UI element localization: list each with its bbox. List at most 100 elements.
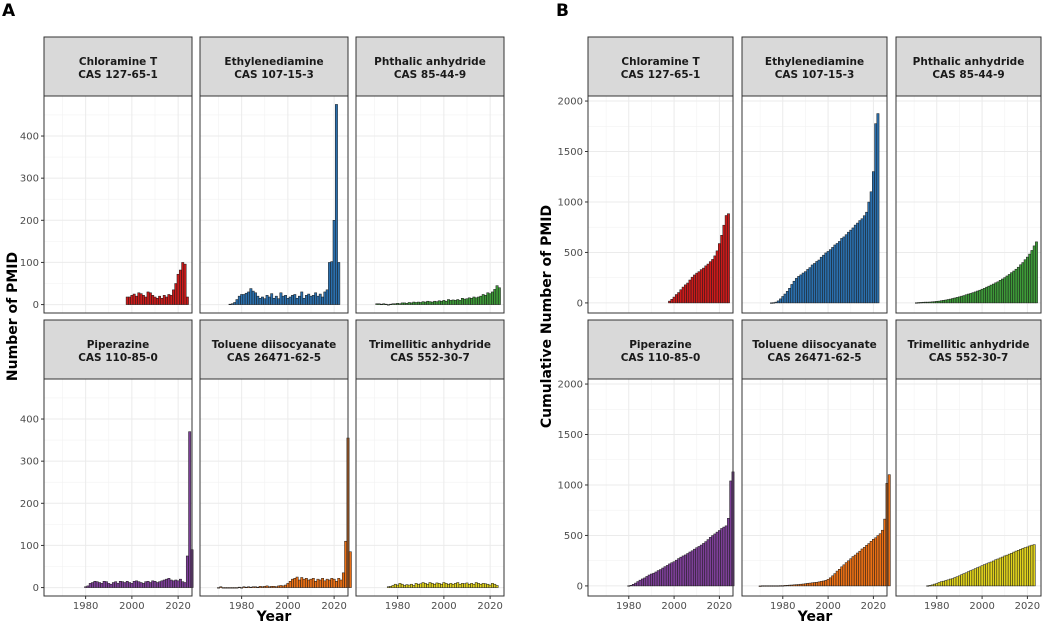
bar-ethylenediamine-1983 <box>788 288 791 304</box>
bar-trimellitic-anhydride-1986 <box>410 583 413 588</box>
y-tick-label: 500 <box>564 531 583 542</box>
bar-phthalic-anhydride-1990 <box>958 296 961 304</box>
bar-trimellitic-anhydride-1984 <box>944 580 948 587</box>
bar-ethylenediamine-2009 <box>307 293 311 305</box>
facet-title: Toluene diisocyanate <box>212 339 336 351</box>
bar-ethylenediamine-1993 <box>270 293 274 305</box>
panel-letter-a: A <box>2 1 16 21</box>
bar-phthalic-anhydride-2013 <box>472 296 476 305</box>
bar-chloramine-t-2004 <box>139 293 143 305</box>
bar-chloramine-t-2013 <box>160 298 164 305</box>
bar-toluene-diisocyanate-1983 <box>247 586 250 588</box>
bar-phthalic-anhydride-2004 <box>451 299 455 305</box>
bar-piperazine-2010 <box>695 547 699 587</box>
bar-chloramine-t-2003 <box>137 292 141 305</box>
bar-phthalic-anhydride-1997 <box>435 301 439 305</box>
bar-chloramine-t-2015 <box>706 263 710 304</box>
bar-phthalic-anhydride-2018 <box>1021 262 1025 304</box>
facet-title: Toluene diisocyanate <box>752 339 876 351</box>
bar-piperazine-2016 <box>708 537 712 587</box>
bar-piperazine-1984 <box>636 581 640 587</box>
bar-toluene-diisocyanate-2015 <box>321 578 324 588</box>
bar-phthalic-anhydride-1977 <box>389 303 393 306</box>
bar-piperazine-2008 <box>690 550 694 587</box>
y-tick-label: 0 <box>577 581 583 592</box>
bar-phthalic-anhydride-2005 <box>454 300 457 305</box>
bar-phthalic-anhydride-2024 <box>497 287 501 305</box>
bar-phthalic-anhydride-2018 <box>484 295 487 305</box>
facet-strip <box>199 319 349 380</box>
bar-trimellitic-anhydride-2002 <box>985 563 989 587</box>
bar-trimellitic-anhydride-2007 <box>458 583 462 588</box>
bar-toluene-diisocyanate-2022 <box>337 578 341 588</box>
bar-toluene-diisocyanate-2024 <box>881 529 884 587</box>
bar-piperazine-1989 <box>105 581 108 588</box>
bar-piperazine-2008 <box>148 582 152 588</box>
bar-trimellitic-anhydride-2006 <box>456 582 460 588</box>
bar-phthalic-anhydride-1976 <box>926 301 930 304</box>
bar-piperazine-2020 <box>718 530 721 587</box>
bar-chloramine-t-2009 <box>151 295 155 305</box>
facet-strip <box>895 36 1042 97</box>
bar-chloramine-t-2000 <box>672 296 676 304</box>
bar-phthalic-anhydride-1978 <box>930 301 934 304</box>
bar-chloramine-t-2005 <box>142 295 145 305</box>
bar-piperazine-1992 <box>654 571 658 587</box>
bar-piperazine-1998 <box>668 563 671 587</box>
bar-ethylenediamine-1977 <box>233 302 237 305</box>
bar-chloramine-t-2010 <box>695 272 699 304</box>
bar-toluene-diisocyanate-2001 <box>288 581 292 588</box>
bar-chloramine-t-2011 <box>155 298 159 305</box>
bar-chloramine-t-2003 <box>679 289 683 304</box>
bar-toluene-diisocyanate-1985 <box>792 584 796 587</box>
bar-ethylenediamine-2020 <box>872 171 875 304</box>
bar-phthalic-anhydride-2002 <box>447 299 450 305</box>
bar-phthalic-anhydride-1996 <box>971 292 975 304</box>
bar-toluene-diisocyanate-2016 <box>323 580 327 588</box>
bar-toluene-diisocyanate-1995 <box>815 582 819 587</box>
bar-phthalic-anhydride-2011 <box>1005 275 1009 304</box>
bar-toluene-diisocyanate-2017 <box>865 545 868 587</box>
y-tick-label: 0 <box>33 583 39 594</box>
bar-phthalic-anhydride-1984 <box>944 299 948 304</box>
facet-title: Chloramine T <box>621 56 700 68</box>
bar-piperazine-1988 <box>102 581 106 588</box>
bar-piperazine-2003 <box>137 581 141 588</box>
bar-ethylenediamine-1997 <box>819 256 823 304</box>
bar-piperazine-1986 <box>98 582 101 588</box>
bar-toluene-diisocyanate-2008 <box>304 578 308 588</box>
y-tick-label: 0 <box>33 300 39 311</box>
bar-phthalic-anhydride-1984 <box>405 303 409 305</box>
bar-phthalic-anhydride-1983 <box>403 302 406 305</box>
facet-cas: CAS 26471-62-5 <box>767 352 861 364</box>
y-tick-label: 300 <box>20 174 39 185</box>
bar-ethylenediamine-1980 <box>240 294 244 305</box>
bar-chloramine-t-2002 <box>677 292 681 304</box>
x-axis-title: Year <box>256 609 292 624</box>
bar-phthalic-anhydride-2017 <box>1019 264 1022 304</box>
bar-chloramine-t-2018 <box>713 255 717 304</box>
bar-piperazine-2002 <box>677 558 681 587</box>
bar-phthalic-anhydride-1980 <box>396 303 400 305</box>
bar-ethylenediamine-1998 <box>822 254 825 304</box>
bar-chloramine-t-2013 <box>702 267 705 304</box>
bar-chloramine-t-2012 <box>699 269 703 304</box>
bar-trimellitic-anhydride-1996 <box>433 583 437 588</box>
bar-ethylenediamine-2013 <box>856 222 859 304</box>
x-tick-label: 1980 <box>385 601 410 612</box>
bar-chloramine-t-2024 <box>185 296 189 305</box>
bar-ethylenediamine-2016 <box>862 215 866 304</box>
bar-ethylenediamine-1999 <box>284 295 287 305</box>
bar-trimellitic-anhydride-2006 <box>994 559 998 587</box>
bar-piperazine-2013 <box>160 580 164 588</box>
bar-piperazine-2015 <box>165 578 168 588</box>
bar-trimellitic-anhydride-2013 <box>1010 553 1013 587</box>
bar-toluene-diisocyanate-1988 <box>799 583 803 587</box>
bar-ethylenediamine-1984 <box>790 284 794 304</box>
bar-trimellitic-anhydride-2003 <box>449 583 453 588</box>
bar-toluene-diisocyanate-2011 <box>311 578 315 588</box>
bar-piperazine-2019 <box>715 531 719 587</box>
